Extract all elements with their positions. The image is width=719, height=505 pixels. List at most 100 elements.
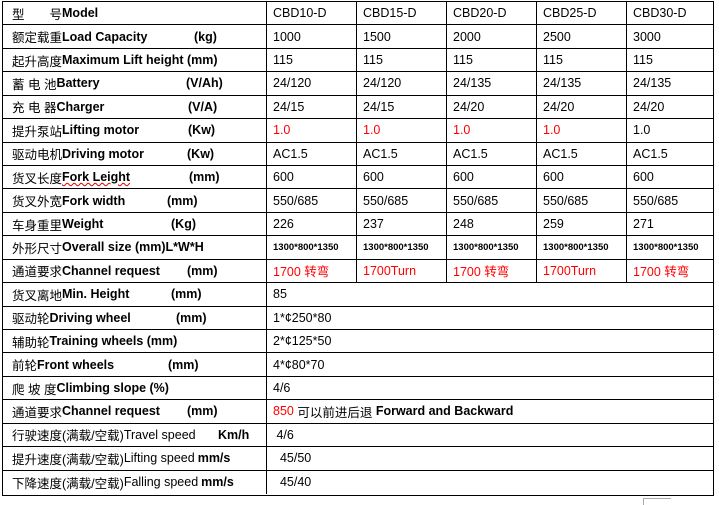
label-unit: (V/A) <box>188 99 218 114</box>
value-text: 4/6 <box>273 427 294 442</box>
row-label: 前轮 Front wheels (mm) <box>3 353 266 375</box>
label-english: Falling speed <box>123 475 199 490</box>
label-english: Front wheels <box>37 357 115 372</box>
value-cell: 24/135 <box>536 72 626 95</box>
row-label: 提升速度(满载/空载) Lifting speed mm/s <box>3 447 266 469</box>
label-unit: Km/h <box>218 427 250 442</box>
table-row: 外形尺寸 Overall size (mm)L*W*H 1300*800*1350 1… <box>3 236 713 260</box>
value-cell: 1.0 <box>536 119 626 142</box>
value-highlight: 850 <box>273 404 294 419</box>
label-english: Charger <box>56 99 105 114</box>
value-cell: 24/15 <box>356 95 446 119</box>
value-cell: 550/685 <box>356 189 446 212</box>
label-unit: (mm) <box>168 357 199 372</box>
value-cell: AC1.5 <box>536 142 626 165</box>
table-row: 货叉离地 Min. Height (mm) 85 <box>3 283 713 307</box>
value-cell: 550/685 <box>536 189 626 212</box>
value-cell: 600 <box>356 166 446 189</box>
value-cell: 24/135 <box>626 72 712 95</box>
value-english: Forward and Backward <box>375 404 514 419</box>
value-cell: 1300*800*1350 <box>536 236 626 259</box>
value-cell: 24/20 <box>626 95 712 119</box>
table-row: 货叉长度 Fork Leight (mm) 600 600 600 600 600 <box>3 166 713 190</box>
value-cell: 550/685 <box>266 189 356 212</box>
label-chinese: 起升高度 <box>12 54 63 69</box>
table-row: 型 号 Model CBD10-D CBD15-D CBD20-D CBD25-D CBD3… <box>3 2 713 26</box>
label-unit: (Kw) <box>188 123 216 138</box>
value-cell: CBD10-D <box>266 2 356 25</box>
value-cell: 237 <box>356 212 446 236</box>
table-row: 通道要求 Channel request (mm) 1700 转弯 1700Turn 1… <box>3 259 713 284</box>
value-cell-merged: 4*¢80*70 <box>266 353 713 376</box>
label-english: Fork Leight <box>62 170 131 185</box>
label-english: Load Capacity <box>62 29 148 44</box>
label-english: Training wheels (mm) <box>49 334 178 349</box>
row-label: 外形尺寸 Overall size (mm)L*W*H <box>3 236 266 258</box>
value-cell: 1700 转弯 <box>266 259 356 283</box>
value-cell: 1.0 <box>356 119 446 142</box>
table-row: 爬 坡 度 Climbing slope (%) 4/6 <box>3 376 713 401</box>
label-chinese: 提升速度(满载/空载) <box>12 452 124 467</box>
value-cell: 115 <box>446 48 536 72</box>
label-english: Lifting motor <box>62 123 140 138</box>
row-label: 车身重里 Weight (Kg) <box>3 213 266 235</box>
label-english: Travel speed <box>123 427 196 442</box>
label-english: Channel request <box>62 263 160 278</box>
value-cell: 1700 转弯 <box>626 259 712 283</box>
row-label: 下降速度(满载/空载) Falling speed mm/s <box>3 471 266 494</box>
value-cell: 600 <box>446 166 536 189</box>
value-cell: 600 <box>626 166 712 189</box>
table-row: 前轮 Front wheels (mm) 4*¢80*70 <box>3 353 713 377</box>
value-cell: 271 <box>626 212 712 236</box>
table-row: 充 电 器 Charger (V/A) 24/15 24/15 24/20 24/20 24/… <box>3 95 713 120</box>
value-cell: 1700 转弯 <box>446 259 536 283</box>
label-english: Weight <box>62 217 104 232</box>
value-cell: AC1.5 <box>446 142 536 165</box>
value-text: 可以前进后退 <box>293 405 376 420</box>
label-chinese: 货叉长度 <box>12 171 63 186</box>
table-row: 车身重里 Weight (Kg) 226 237 248 259 271 <box>3 212 713 237</box>
value-text: 45/40 <box>273 475 312 490</box>
value-cell: 1300*800*1350 <box>446 236 536 259</box>
value-cell: 1700Turn <box>356 259 446 283</box>
label-english: Channel request <box>62 404 160 419</box>
value-cell: AC1.5 <box>626 142 712 165</box>
table-row: 辅助轮 Training wheels (mm) 2*¢125*50 <box>3 330 713 354</box>
row-label: 起升高度 Maximum Lift height (mm) <box>3 49 266 71</box>
label-english: Driving motor <box>62 146 144 161</box>
row-label: 货叉长度 Fork Leight (mm) <box>3 166 266 188</box>
label-unit: mm/s <box>197 451 231 466</box>
value-cell-merged: 45/50 <box>266 447 713 470</box>
label-chinese: 驱动轮 <box>12 312 50 327</box>
label-chinese: 前轮 <box>12 359 38 374</box>
value-cell: 115 <box>356 48 446 72</box>
label-unit: (mm) <box>171 287 202 302</box>
label-chinese: 爬 坡 度 <box>12 382 57 397</box>
value-cell-merged: 4/6 <box>266 423 713 447</box>
label-chinese: 货叉外宽 <box>12 195 63 210</box>
value-cell: CBD20-D <box>446 2 536 25</box>
label-chinese: 行驶速度(满载/空载) <box>12 429 124 444</box>
table-row: 驱动电机 Driving motor (Kw) AC1.5 AC1.5 AC1.5 AC1.… <box>3 142 713 166</box>
row-label: 额定载重 Load Capacity (kg) <box>3 25 266 47</box>
label-chinese: 车身重里 <box>12 218 63 233</box>
row-label: 行驶速度(满载/空载) Travel speed Km/h <box>3 424 266 446</box>
label-chinese: 货叉离地 <box>12 288 63 303</box>
value-cell: AC1.5 <box>266 142 356 165</box>
row-label: 驱动轮 Driving wheel (mm) <box>3 307 266 329</box>
value-cell: 1300*800*1350 <box>266 236 356 259</box>
value-cell: 24/20 <box>536 95 626 119</box>
value-cell: 550/685 <box>626 189 712 212</box>
row-label: 通道要求 Channel request (mm) <box>3 260 266 282</box>
label-english: Fork width <box>62 193 126 208</box>
label-unit: (mm) <box>167 193 198 208</box>
label-chinese: 辅助轮 <box>12 335 50 350</box>
table-row: 蓄 电 池 Battery (V/Ah) 24/120 24/120 24/135 24/1… <box>3 72 713 96</box>
table-row: 下降速度(满载/空载) Falling speed mm/s 45/40 <box>3 470 713 494</box>
label-english: Lifting speed <box>123 451 195 466</box>
label-english: Model <box>62 6 99 21</box>
value-cell: 600 <box>536 166 626 189</box>
value-cell: 115 <box>626 48 712 72</box>
row-label: 驱动电机 Driving motor (Kw) <box>3 143 266 165</box>
row-label: 货叉外宽 Fork width (mm) <box>3 189 266 211</box>
